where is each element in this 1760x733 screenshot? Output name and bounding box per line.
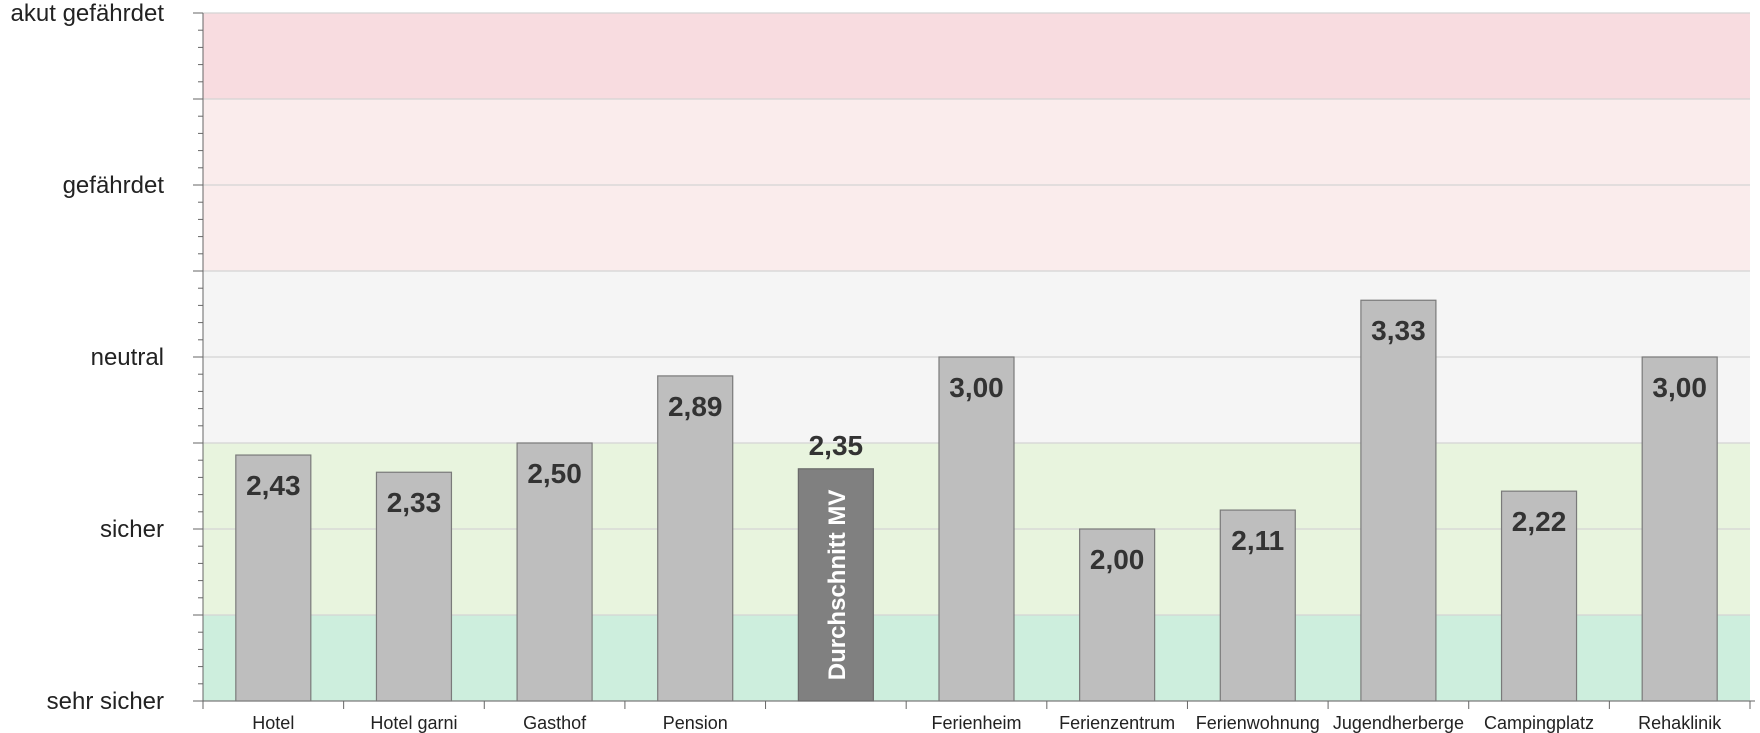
bar [938, 356, 1015, 702]
data-label: 2,43 [246, 470, 301, 501]
x-tick-label: Ferienheim [931, 713, 1021, 733]
x-tick-label: Ferienzentrum [1059, 713, 1175, 733]
x-tick-label: Hotel garni [370, 713, 457, 733]
x-tick-label: Jugendherberge [1333, 713, 1464, 733]
x-tick-label: Ferienwohnung [1196, 713, 1320, 733]
average-bar-label: Durchschnitt MV [824, 490, 851, 681]
data-label: 3,00 [949, 372, 1004, 403]
x-tick-label: Hotel [252, 713, 294, 733]
x-tick-label: Rehaklinik [1638, 713, 1722, 733]
bar [1641, 356, 1718, 702]
background-band [203, 13, 1750, 99]
x-tick-label: Campingplatz [1484, 713, 1594, 733]
bar [1079, 528, 1156, 702]
y-tick-label: neutral [91, 344, 164, 371]
bars: 2,43 2,33 2,50 2,89 2,35 Durchschnitt MV 3,00 2… [235, 299, 1718, 702]
y-axis-labels: akut gefährdet gefährdet neutral sicher sehr… [11, 0, 165, 715]
y-tick-label: sicher [100, 516, 164, 543]
data-label: 3,33 [1371, 315, 1426, 346]
x-tick-label: Pension [663, 713, 728, 733]
data-label: 2,89 [668, 391, 723, 422]
data-label: 3,00 [1652, 372, 1707, 403]
data-label: 2,11 [1231, 525, 1284, 556]
bar [375, 471, 453, 702]
y-tick-label: sehr sicher [47, 688, 164, 715]
bar [1219, 509, 1296, 702]
bar [657, 375, 734, 702]
bar [1360, 299, 1437, 702]
data-label: 2,33 [387, 487, 442, 518]
average-bar [797, 468, 874, 702]
bar [1500, 490, 1578, 702]
x-tick-label: Gasthof [523, 713, 587, 733]
data-label: 2,22 [1512, 506, 1567, 537]
y-tick-label: akut gefährdet [11, 0, 165, 27]
y-tick-label: gefährdet [63, 172, 165, 199]
bar [235, 454, 312, 702]
data-label: 2,50 [527, 458, 582, 489]
x-axis-labels: Hotel Hotel garni Gasthof Pension Ferienheim… [252, 713, 1722, 733]
bar [516, 442, 593, 702]
data-label: 2,00 [1090, 544, 1145, 575]
data-label: 2,35 [809, 430, 864, 461]
